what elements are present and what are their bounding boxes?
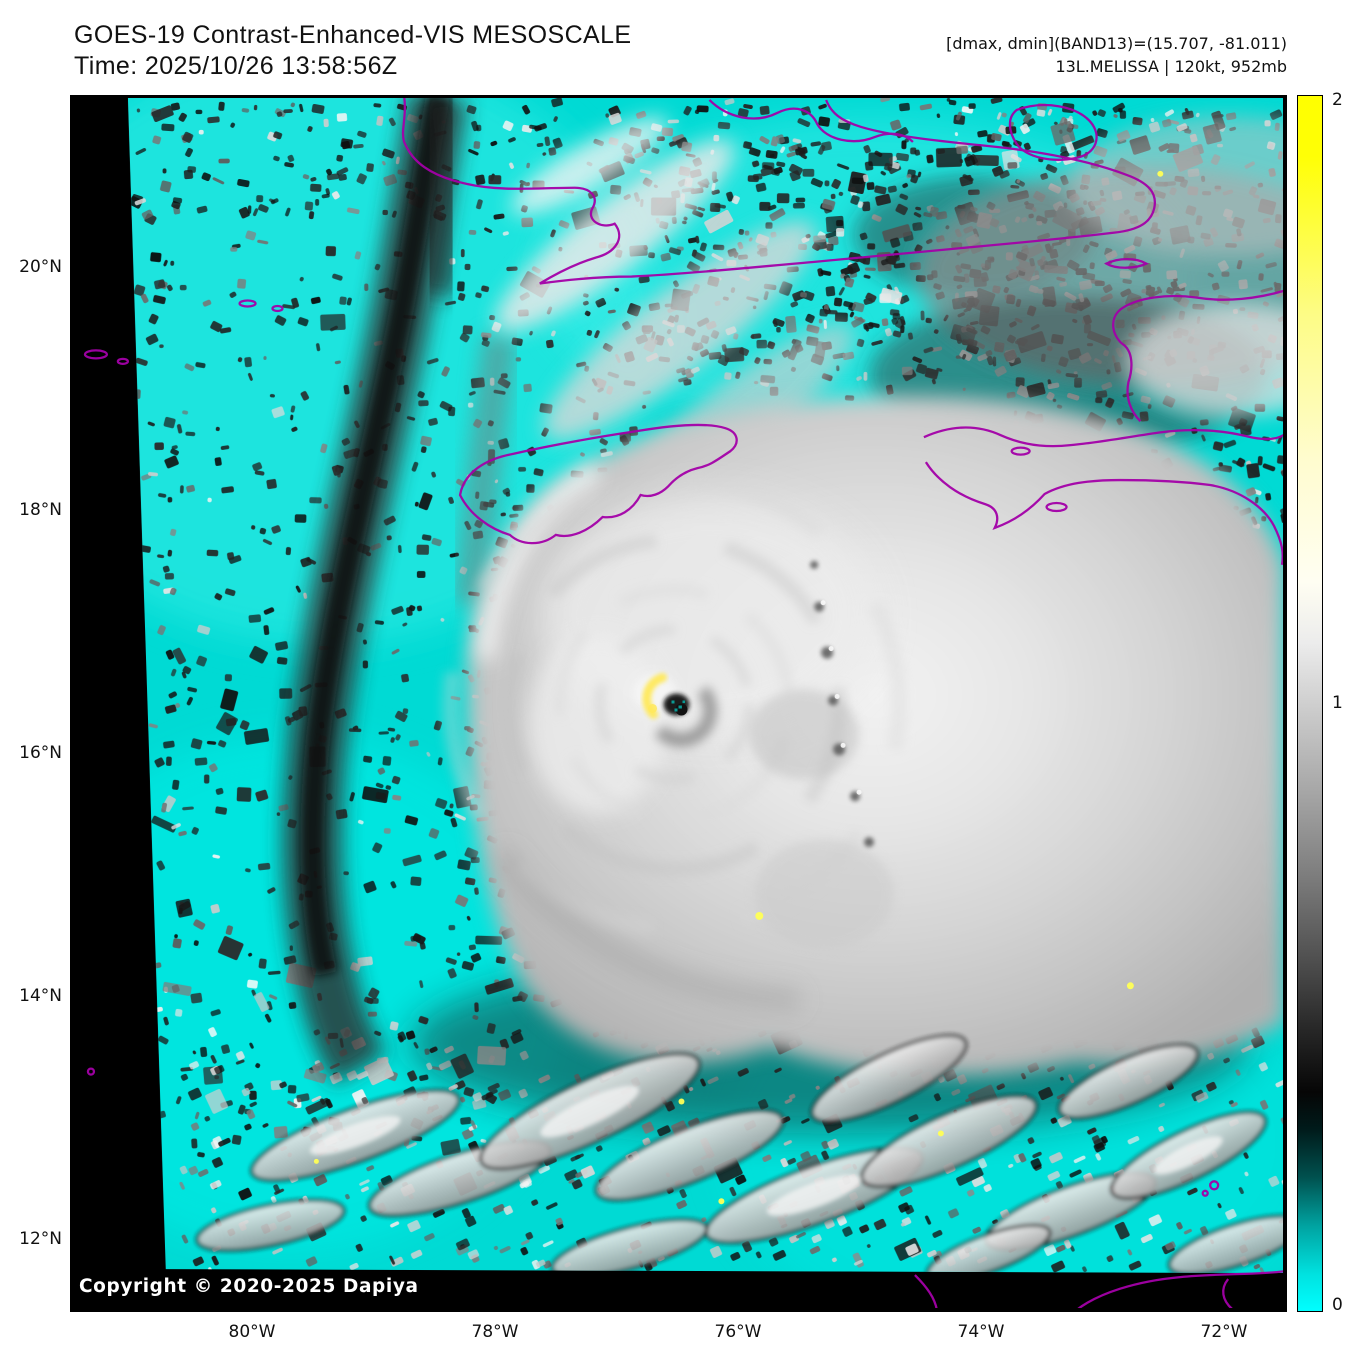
dark-slot-band — [282, 96, 517, 1084]
beata-islet-1 — [1209, 1180, 1220, 1191]
header-titles: GOES-19 Contrast-Enhanced-VIS MESOSCALE … — [74, 20, 632, 82]
satellite-image — [71, 96, 1285, 1310]
storm-status-label: 13L.MELISSA | 120kt, 952mb — [1055, 57, 1287, 76]
y-axis-label-14n: 14°N — [19, 986, 62, 1006]
south-america-coast-2 — [1075, 1269, 1285, 1310]
cayman-island-2 — [116, 357, 130, 365]
x-axis-label-76w: 76°W — [714, 1322, 762, 1342]
vache-island — [1045, 501, 1068, 513]
page-title: GOES-19 Contrast-Enhanced-VIS MESOSCALE — [74, 21, 632, 49]
x-axis-label-74w: 74°W — [957, 1322, 1005, 1342]
x-axis-label-80w: 80°W — [228, 1322, 276, 1342]
inagua-island — [1008, 103, 1098, 161]
hurricane-eye — [632, 673, 718, 747]
west-islet-dot — [86, 1067, 96, 1076]
south-america-coast-1 — [914, 1274, 938, 1310]
y-axis-label-12n: 12°N — [19, 1229, 62, 1249]
eye-cyan-specks — [671, 700, 686, 712]
axes-frame — [71, 96, 1285, 1310]
y-axis-label-16n: 16°N — [19, 743, 62, 763]
hispaniola-south-shore — [924, 461, 1284, 566]
x-axis-label-78w: 78°W — [471, 1322, 519, 1342]
gonave-island — [1010, 446, 1031, 456]
timestamp-label: Time: 2025/10/26 13:58:56Z — [74, 52, 398, 80]
islet-2 — [271, 304, 284, 313]
colorbar-tick-1: 1 — [1332, 693, 1343, 713]
y-axis-label-20n: 20°N — [19, 257, 62, 277]
coastlines — [83, 96, 1285, 1310]
jamaica-coastline — [458, 423, 738, 545]
beata-islet-2 — [1201, 1189, 1209, 1197]
satellite-data-region — [127, 96, 1285, 1274]
south-america-coast-3 — [1222, 1278, 1233, 1310]
tortuga-island — [1104, 257, 1149, 269]
colorbar-tick-2: 2 — [1332, 90, 1343, 110]
cuban-cays — [708, 99, 914, 143]
haiti-north-coast — [1112, 289, 1285, 423]
copyright-label: Copyright © 2020-2025 Dapiya — [79, 1276, 419, 1297]
islet-1 — [238, 299, 257, 308]
yellow-specks — [313, 170, 1164, 1205]
south-cloud-bands — [195, 1034, 1285, 1274]
cayman-island-1 — [83, 349, 109, 360]
header-info: [dmax, dmin](BAND13)=(15.707, -81.011) 1… — [946, 32, 1287, 78]
overshooting-top-chain — [749, 560, 894, 949]
map-frame: Copyright © 2020-2025 Dapiya — [70, 95, 1287, 1312]
dmax-dmin-label: [dmax, dmin](BAND13)=(15.707, -81.011) — [946, 34, 1287, 53]
colorbar-tick-0: 0 — [1332, 1295, 1343, 1315]
hispaniola-north-shore — [923, 426, 1285, 448]
colorbar — [1297, 95, 1323, 1312]
x-axis-label-72w: 72°W — [1200, 1322, 1248, 1342]
y-axis-label-18n: 18°N — [19, 500, 62, 520]
